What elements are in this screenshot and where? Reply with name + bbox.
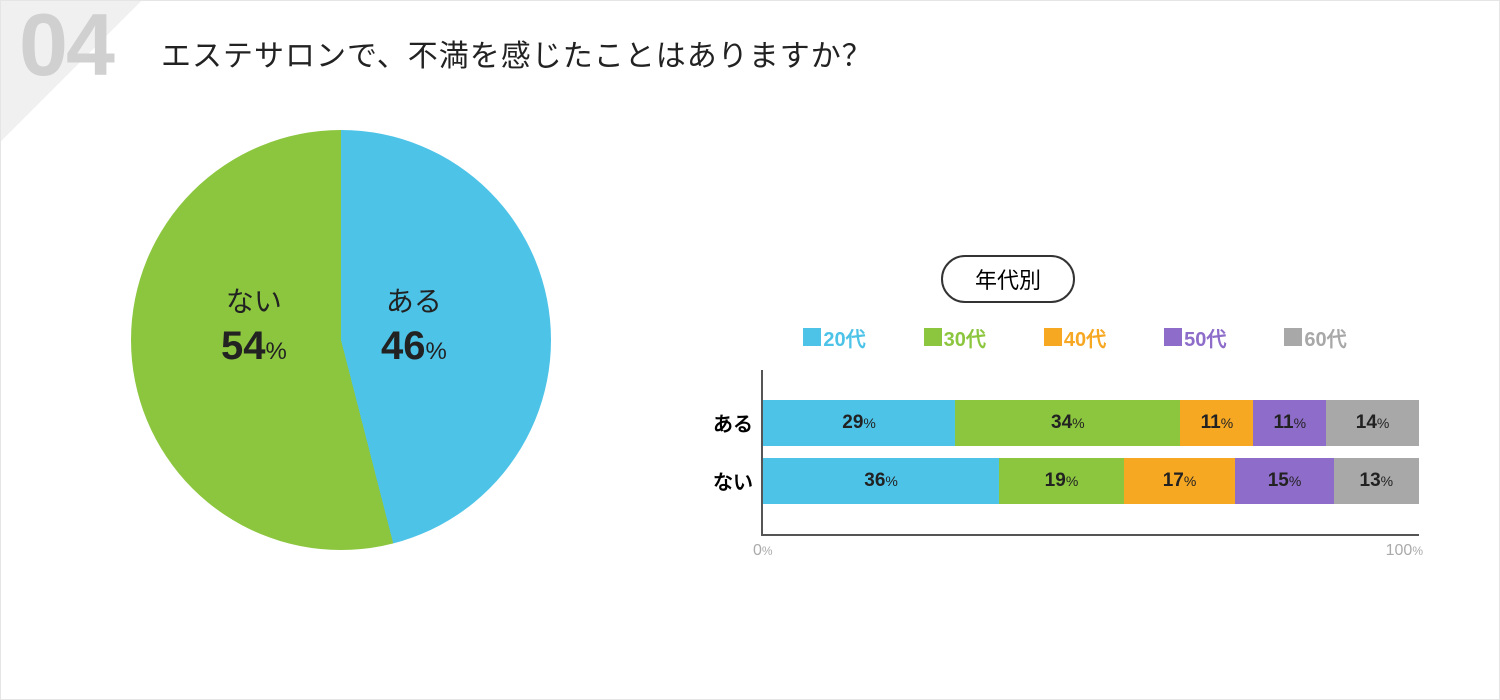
axis-max-label: 100% xyxy=(1386,542,1423,560)
bar-segment: 36% xyxy=(763,458,999,504)
bar-chart-title: 年代別 xyxy=(941,255,1075,303)
bar-row-label: ある xyxy=(693,408,753,437)
legend-label: 20代 xyxy=(823,323,865,352)
legend-item: 30代 xyxy=(924,323,986,352)
bar-row: ない36%19%17%15%13% xyxy=(763,458,1419,504)
bar-segment: 34% xyxy=(955,400,1180,446)
bar-segment: 29% xyxy=(763,400,955,446)
legend-item: 20代 xyxy=(803,323,865,352)
legend-item: 40代 xyxy=(1044,323,1106,352)
bar-plot-area: ある29%34%11%11%14% ない36%19%17%15%13% xyxy=(761,370,1419,536)
bar-legend: 20代 30代 40代 50代 60代 xyxy=(681,323,1419,352)
legend-label: 30代 xyxy=(944,323,986,352)
pie-chart: ある46% ない54% xyxy=(1,130,681,690)
legend-swatch xyxy=(1044,328,1062,346)
legend-label: 40代 xyxy=(1064,323,1106,352)
legend-swatch xyxy=(924,328,942,346)
bar-segment: 11% xyxy=(1253,400,1326,446)
pie-slice-value: 54% xyxy=(221,324,287,369)
bar-chart: 年代別 20代30代40代50代60代 ある29%34%11%11%14%ない3… xyxy=(681,255,1499,566)
pie-slice-label: ない54% xyxy=(221,280,287,369)
legend-item: 50代 xyxy=(1164,323,1226,352)
pie-slice-label: ある46% xyxy=(381,280,447,369)
bar-x-axis: 0% 100% xyxy=(761,542,1419,566)
bar-segment: 11% xyxy=(1180,400,1253,446)
pie-slice-name: ない xyxy=(221,280,287,320)
pie-slice-name: ある xyxy=(381,280,447,320)
bar-segment: 15% xyxy=(1235,458,1333,504)
legend-item: 60代 xyxy=(1284,323,1346,352)
legend-swatch xyxy=(1284,328,1302,346)
bar-segment: 13% xyxy=(1334,458,1419,504)
legend-swatch xyxy=(803,328,821,346)
legend-label: 60代 xyxy=(1304,323,1346,352)
legend-swatch xyxy=(1164,328,1182,346)
question-number: 04 xyxy=(19,1,113,89)
charts-container: ある46%ない54% 年代別 20代30代40代50代60代 ある29%34%1… xyxy=(1,121,1499,699)
pie-slice-value: 46% xyxy=(381,324,447,369)
bar-row: ある29%34%11%11%14% xyxy=(763,400,1419,446)
bar-segment: 14% xyxy=(1326,400,1419,446)
bar-segment: 19% xyxy=(999,458,1124,504)
axis-min-label: 0% xyxy=(753,542,773,560)
bar-row-label: ない xyxy=(693,466,753,495)
question-title: エステサロンで、不満を感じたことはありますか？ xyxy=(161,31,873,75)
legend-label: 50代 xyxy=(1184,323,1226,352)
pie-graphic xyxy=(131,130,551,550)
bar-segment: 17% xyxy=(1124,458,1236,504)
